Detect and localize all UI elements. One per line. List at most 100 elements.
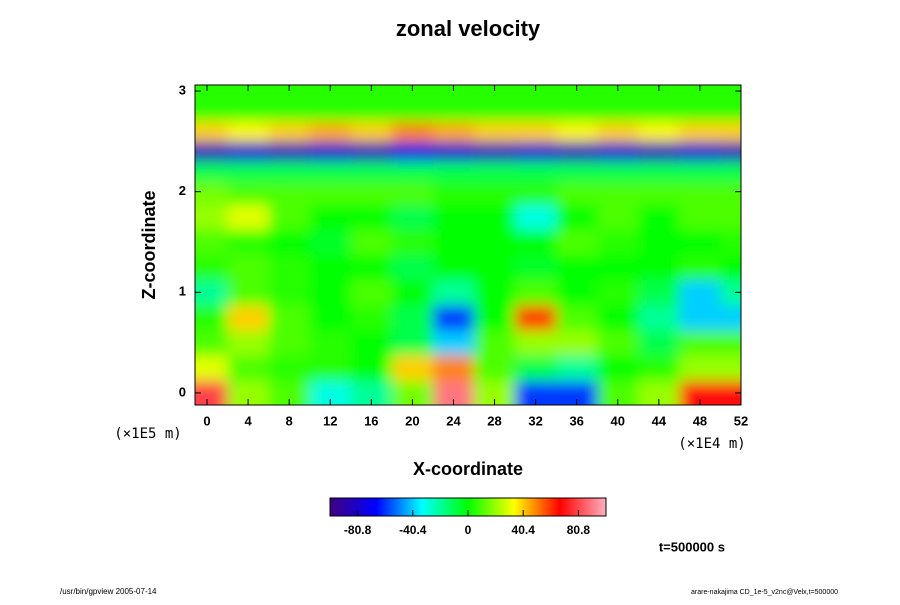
- cell: [638, 101, 680, 122]
- cell: [720, 141, 741, 162]
- cell: [391, 304, 434, 331]
- cell: [556, 204, 598, 230]
- cell: [679, 304, 721, 331]
- footer-left: /usr/bin/gpview 2005-07-14: [60, 587, 157, 596]
- cell: [597, 330, 639, 356]
- cell: [474, 181, 516, 205]
- cell: [720, 254, 741, 281]
- cell: [432, 254, 475, 281]
- cell: [391, 254, 434, 281]
- cell: [679, 229, 721, 256]
- cell: [720, 101, 741, 122]
- cell: [268, 254, 311, 281]
- cell: [309, 85, 352, 102]
- cell: [556, 279, 598, 306]
- cell: [350, 85, 393, 102]
- cell: [556, 330, 598, 356]
- cell: [195, 355, 229, 381]
- cell: [679, 121, 721, 142]
- cell: [432, 355, 475, 381]
- colorbar-tick-label: 0: [465, 523, 472, 537]
- cell: [638, 121, 680, 142]
- cell: [227, 204, 270, 230]
- footer-right: arare-nakajima CD_1e-5_v2nc@Velx,t=50000…: [691, 589, 838, 596]
- cell: [720, 85, 741, 102]
- cell: [350, 181, 393, 205]
- cell: [350, 279, 393, 306]
- x-unit: (×1E4 m): [678, 436, 745, 452]
- cell: [679, 254, 721, 281]
- x-tick-label: 40: [611, 413, 625, 428]
- cell: [597, 101, 639, 122]
- cell: [268, 121, 311, 142]
- cell: [638, 161, 680, 183]
- y-unit: (×1E5 m): [114, 426, 181, 442]
- cell: [720, 204, 741, 230]
- cell: [391, 141, 434, 162]
- cell: [720, 380, 741, 405]
- cell: [515, 254, 557, 281]
- cell: [350, 355, 393, 381]
- cell: [720, 330, 741, 356]
- x-tick-label: 8: [286, 413, 293, 428]
- cell: [309, 141, 352, 162]
- cell: [515, 161, 557, 183]
- cell: [350, 161, 393, 183]
- cell: [350, 141, 393, 162]
- cell: [195, 181, 229, 205]
- cell: [597, 161, 639, 183]
- cell: [391, 204, 434, 230]
- colorbar-tick-label: 80.8: [567, 523, 591, 537]
- x-tick-label: 36: [569, 413, 583, 428]
- cell: [227, 85, 270, 102]
- cell: [515, 181, 557, 205]
- cell: [432, 279, 475, 306]
- cell: [556, 229, 598, 256]
- cell: [515, 101, 557, 122]
- cell: [556, 101, 598, 122]
- cell: [268, 279, 311, 306]
- cell: [309, 304, 352, 331]
- cell: [556, 141, 598, 162]
- y-tick-label: 0: [179, 384, 186, 399]
- cell: [195, 141, 229, 162]
- cell: [556, 254, 598, 281]
- cell: [350, 121, 393, 142]
- cell: [556, 121, 598, 142]
- cell: [432, 330, 475, 356]
- cell: [309, 330, 352, 356]
- cell: [474, 330, 516, 356]
- cell: [679, 161, 721, 183]
- cell: [350, 254, 393, 281]
- cell: [474, 121, 516, 142]
- cell: [638, 85, 680, 102]
- cell: [309, 229, 352, 256]
- cell: [350, 229, 393, 256]
- cell: [474, 85, 516, 102]
- cell: [268, 204, 311, 230]
- cell: [309, 161, 352, 183]
- cell: [638, 141, 680, 162]
- cell: [268, 161, 311, 183]
- cell: [638, 330, 680, 356]
- cell: [720, 181, 741, 205]
- cell: [556, 85, 598, 102]
- cell: [227, 304, 270, 331]
- cell: [309, 355, 352, 381]
- cell: [268, 101, 311, 122]
- cell: [391, 161, 434, 183]
- cell: [227, 121, 270, 142]
- cell: [268, 85, 311, 102]
- cell: [556, 304, 598, 331]
- cell: [227, 330, 270, 356]
- cell: [227, 161, 270, 183]
- cell: [227, 355, 270, 381]
- cell: [350, 304, 393, 331]
- cell: [474, 304, 516, 331]
- cell: [432, 204, 475, 230]
- cell: [474, 161, 516, 183]
- cell: [679, 85, 721, 102]
- cell: [720, 229, 741, 256]
- cell: [515, 204, 557, 230]
